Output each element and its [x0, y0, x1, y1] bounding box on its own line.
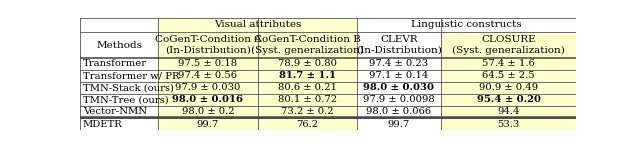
Text: 95.4 ± 0.20: 95.4 ± 0.20 [477, 95, 541, 104]
Text: CoGenT-Condition A
(In-Distribution): CoGenT-Condition A (In-Distribution) [155, 35, 261, 55]
Text: 97.4 ± 0.23: 97.4 ± 0.23 [369, 59, 429, 68]
Text: 64.5 ± 2.5: 64.5 ± 2.5 [482, 71, 535, 80]
Text: Linguistic constructs: Linguistic constructs [411, 20, 522, 29]
Text: 97.9 ± 0.030: 97.9 ± 0.030 [175, 83, 241, 92]
Text: 78.9 ± 0.80: 78.9 ± 0.80 [278, 59, 337, 68]
Text: 73.2 ± 0.2: 73.2 ± 0.2 [281, 107, 333, 116]
Bar [257, 106, 356, 118]
Text: Vector-NMN: Vector-NMN [83, 107, 147, 116]
Bar [356, 94, 441, 106]
Bar [356, 119, 441, 131]
Text: MDETR: MDETR [83, 120, 123, 129]
Text: 98.0 ± 0.066: 98.0 ± 0.066 [366, 107, 431, 116]
Text: 81.7 ± 1.1: 81.7 ± 1.1 [278, 71, 335, 80]
Bar [257, 82, 356, 94]
Text: 99.7: 99.7 [197, 120, 219, 129]
Text: 80.1 ± 0.72: 80.1 ± 0.72 [278, 95, 337, 104]
Bar [356, 82, 441, 94]
Bar [158, 18, 356, 32]
Text: TMN-Stack (ours): TMN-Stack (ours) [83, 83, 174, 92]
Bar [441, 106, 576, 118]
Bar [257, 94, 356, 106]
Text: 76.2: 76.2 [296, 120, 318, 129]
Text: 99.7: 99.7 [388, 120, 410, 129]
Bar [441, 94, 576, 106]
Text: 94.4: 94.4 [497, 107, 520, 116]
Bar [356, 18, 576, 32]
Bar [80, 58, 158, 70]
Bar [441, 70, 576, 82]
Bar [441, 32, 576, 58]
Text: 97.1 ± 0.14: 97.1 ± 0.14 [369, 71, 429, 80]
Text: 90.9 ± 0.49: 90.9 ± 0.49 [479, 83, 538, 92]
Text: CoGenT-Condition B
(Syst. generalization): CoGenT-Condition B (Syst. generalization… [251, 35, 364, 55]
Text: 97.5 ± 0.18: 97.5 ± 0.18 [179, 59, 237, 68]
Bar [80, 18, 158, 32]
Bar [158, 82, 257, 94]
Bar [441, 58, 576, 70]
Text: 98.0 ± 0.030: 98.0 ± 0.030 [364, 83, 435, 92]
Bar [158, 94, 257, 106]
Bar [257, 32, 356, 58]
Text: 57.4 ± 1.6: 57.4 ± 1.6 [482, 59, 535, 68]
Bar [158, 32, 257, 58]
Bar [80, 119, 158, 131]
Text: Transformer w/ PR: Transformer w/ PR [83, 71, 179, 80]
Text: TMN-Tree (ours): TMN-Tree (ours) [83, 95, 169, 104]
Bar [356, 32, 441, 58]
Bar [441, 119, 576, 131]
Bar [441, 82, 576, 94]
Text: 80.6 ± 0.21: 80.6 ± 0.21 [278, 83, 337, 92]
Bar [257, 70, 356, 82]
Text: 53.3: 53.3 [497, 120, 520, 129]
Bar [158, 70, 257, 82]
Bar [80, 82, 158, 94]
Bar [257, 119, 356, 131]
Text: CLOSURE
(Syst. generalization): CLOSURE (Syst. generalization) [452, 35, 565, 55]
Text: Visual attributes: Visual attributes [214, 20, 301, 29]
Text: Methods: Methods [96, 40, 142, 49]
Bar [80, 94, 158, 106]
Text: Transformer: Transformer [83, 59, 147, 68]
Bar [80, 106, 158, 118]
Bar [158, 106, 257, 118]
Text: 97.9 ± 0.0098: 97.9 ± 0.0098 [363, 95, 435, 104]
Bar [80, 70, 158, 82]
Bar [257, 58, 356, 70]
Text: CLEVR
(In-Distribution): CLEVR (In-Distribution) [356, 35, 442, 55]
Bar [80, 32, 158, 58]
Text: 98.0 ± 0.2: 98.0 ± 0.2 [182, 107, 234, 116]
Bar [158, 58, 257, 70]
Text: 97.4 ± 0.56: 97.4 ± 0.56 [179, 71, 237, 80]
Bar [158, 119, 257, 131]
Bar [356, 58, 441, 70]
Text: 98.0 ± 0.016: 98.0 ± 0.016 [172, 95, 243, 104]
Bar [356, 106, 441, 118]
Bar [356, 70, 441, 82]
